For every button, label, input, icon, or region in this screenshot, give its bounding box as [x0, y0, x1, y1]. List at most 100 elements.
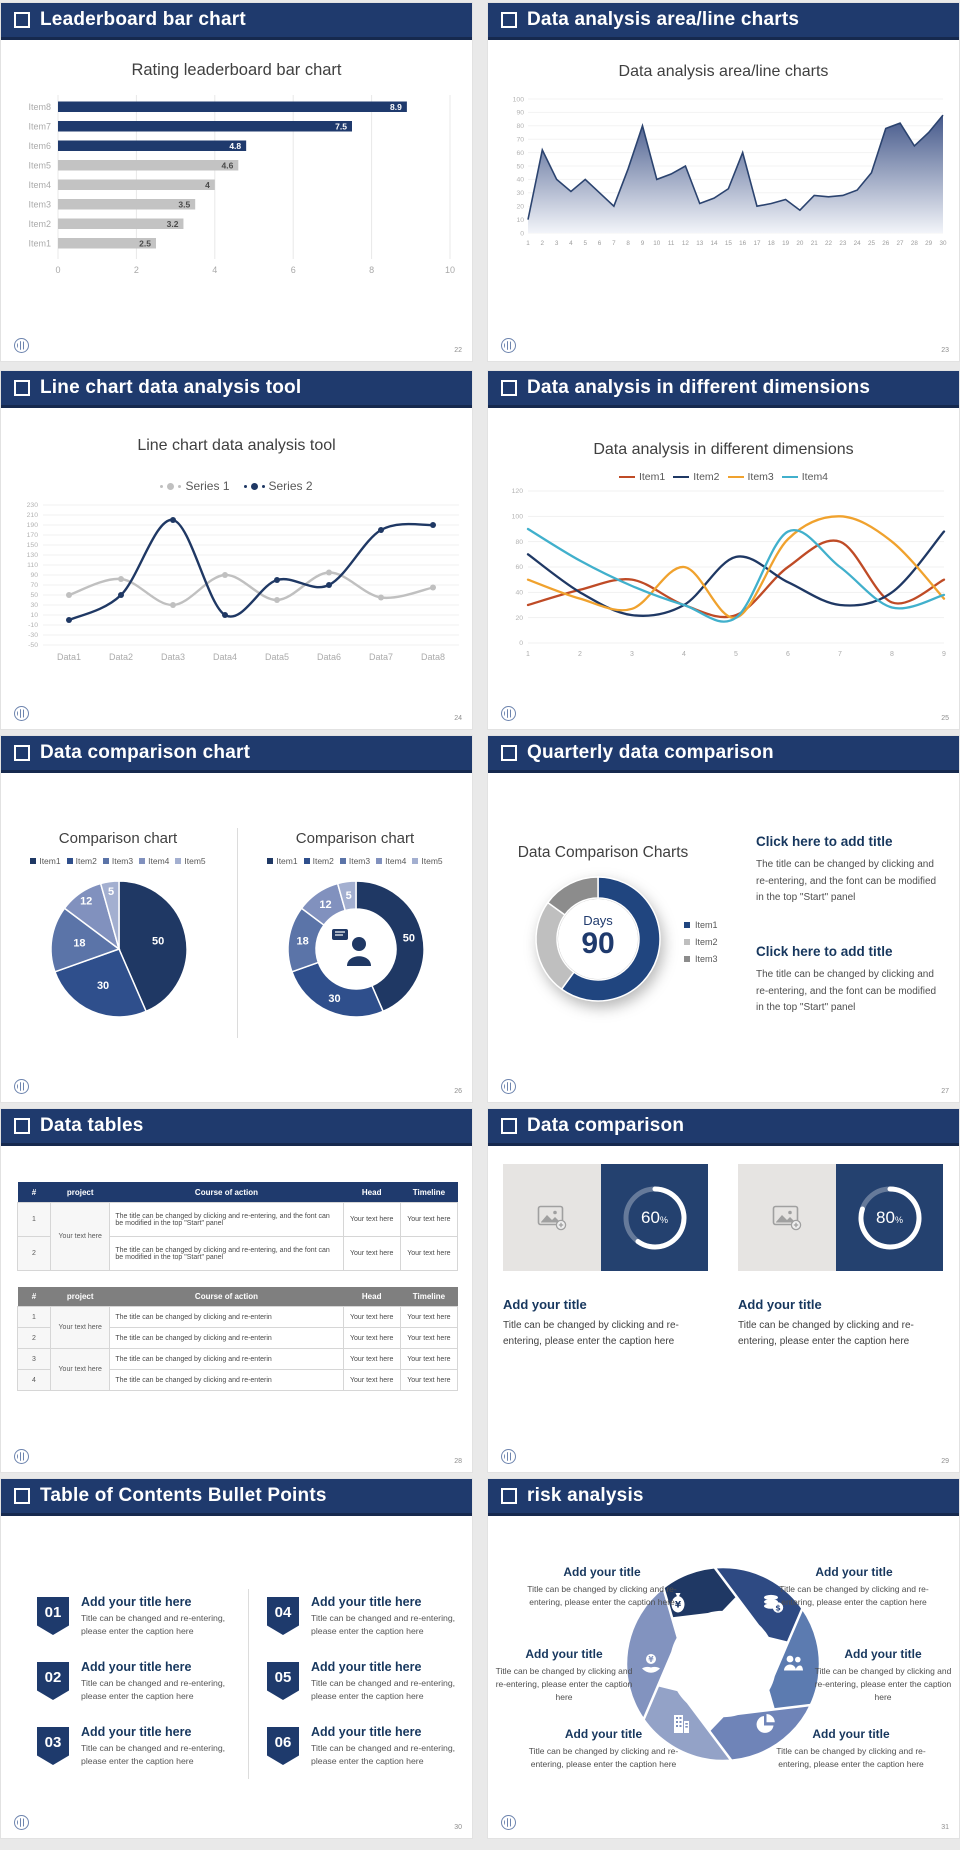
svg-text:5: 5 [346, 890, 352, 902]
svg-text:Data1: Data1 [57, 652, 81, 662]
slide-25[interactable]: Data analysis in different dimensions Da… [487, 370, 960, 730]
svg-text:6: 6 [786, 651, 790, 658]
svg-text:50: 50 [516, 163, 524, 170]
donut-chart [535, 876, 661, 1002]
legend-item: Series 2 [243, 479, 313, 493]
svg-text:Data3: Data3 [161, 652, 185, 662]
slide-27[interactable]: Quarterly data comparison Data Compariso… [487, 735, 960, 1103]
donut-legend: Item1 Item2 Item3 Item4 Item5 [238, 856, 472, 866]
people-icon [781, 1651, 805, 1675]
svg-text:120: 120 [512, 488, 524, 495]
progress-ring [623, 1186, 686, 1249]
page-number: 24 [454, 715, 462, 722]
page-number: 31 [941, 1824, 949, 1831]
svg-text:Item7: Item7 [28, 122, 51, 132]
svg-text:6: 6 [291, 265, 296, 275]
svg-text:10: 10 [445, 265, 455, 275]
svg-text:9: 9 [942, 651, 946, 658]
toc-item[interactable]: Add your title here Title can be changed … [81, 1725, 233, 1768]
slide-22[interactable]: Leaderboard bar chart Rating leaderboard… [0, 2, 473, 362]
logo-icon [501, 338, 516, 353]
svg-text:6: 6 [598, 240, 602, 247]
risk-block-mid-left: Add your title Title can be changed by cl… [490, 1647, 638, 1705]
toc-item-caption: Title can be changed and re-entering, pl… [311, 1743, 456, 1767]
svg-text:16: 16 [739, 240, 747, 247]
slide-30[interactable]: Table of Contents Bullet Points 01 Add yo… [0, 1478, 473, 1839]
chart-title: Data Comparison Charts [517, 844, 689, 861]
svg-text:40: 40 [516, 177, 524, 184]
slide-29[interactable]: Data comparison 60% Add your title Title c… [487, 1108, 960, 1473]
logo-icon [501, 1449, 516, 1464]
svg-text:20: 20 [796, 240, 804, 247]
logo-icon [14, 1815, 29, 1830]
svg-text:19: 19 [782, 240, 790, 247]
slide-26[interactable]: Data comparison chart Comparison chart C… [0, 735, 473, 1103]
svg-text:8: 8 [369, 265, 374, 275]
slide-28[interactable]: Data tables # project Course of action Hea… [0, 1108, 473, 1473]
pinwheel-diagram [624, 1565, 822, 1763]
chart-title: Line chart data analysis tool [137, 437, 336, 454]
legend-item: Item4 [781, 471, 828, 483]
svg-text:12: 12 [319, 899, 331, 911]
toc-item[interactable]: Add your title here Title can be changed … [81, 1660, 233, 1703]
donut-legend: Item1 Item2 Item3 [684, 920, 718, 971]
legend-item: Item1 [618, 471, 665, 483]
legend-item: Item4 [139, 856, 169, 866]
svg-text:18: 18 [73, 938, 85, 950]
svg-text:Item8: Item8 [28, 102, 51, 112]
slide-23[interactable]: Data analysis area/line charts Data anal… [487, 2, 960, 362]
svg-text:20: 20 [516, 204, 524, 211]
toc-item[interactable]: Add your title here Title can be changed … [311, 1595, 463, 1638]
logo-icon [14, 1079, 29, 1094]
slide-24[interactable]: Line chart data analysis tool Line chart… [0, 370, 473, 730]
toc-item[interactable]: Add your title here Title can be changed … [311, 1660, 463, 1703]
page-number: 25 [941, 715, 949, 722]
donut-center-value: 90 [581, 926, 615, 960]
line-chart: 230 210 190 170 150 130 110 90 70 50 30 10 -10 -30 -50… [27, 502, 459, 662]
page-number: 28 [454, 1458, 462, 1465]
square-bullet-icon [501, 1488, 517, 1504]
legend-item: Item1 [30, 856, 61, 866]
toc-item-title: Add your title here [311, 1595, 422, 1609]
risk-block-caption: Title can be changed by clicking and re-… [528, 1746, 679, 1770]
svg-text:2: 2 [578, 651, 582, 658]
page-number: 30 [454, 1824, 462, 1831]
slide-title: Line chart data analysis tool [40, 377, 302, 398]
risk-block-top-left: Add your title Title can be changed by cl… [523, 1565, 681, 1609]
svg-text:10: 10 [516, 217, 524, 224]
toc-item-title: Add your title here [311, 1660, 422, 1674]
percent-box: 80% [836, 1164, 943, 1271]
square-bullet-icon [14, 745, 30, 761]
svg-text:Item4: Item4 [28, 180, 51, 190]
svg-text:170: 170 [27, 532, 39, 539]
svg-text:50: 50 [152, 935, 164, 947]
svg-text:28: 28 [911, 240, 919, 247]
svg-text:12: 12 [80, 896, 92, 908]
square-bullet-icon [501, 380, 517, 396]
toc-item-caption: Title can be changed and re-entering, pl… [311, 1678, 456, 1702]
legend-item: Item3 [102, 856, 133, 866]
slide-header: Leaderboard bar chart [1, 3, 472, 40]
slide-header: Quarterly data comparison [488, 736, 959, 773]
toc-item[interactable]: Add your title here Title can be changed … [311, 1725, 463, 1768]
slide-31[interactable]: risk analysis ¥ $ ¥ Add your title Title ca… [487, 1478, 960, 1839]
slide-title: Data comparison chart [40, 742, 251, 763]
donut-center-label: Days 90 [548, 914, 648, 959]
logo-icon [501, 706, 516, 721]
image-placeholder-icon [537, 1205, 567, 1230]
toc-number-badge: 03 [37, 1727, 69, 1765]
text-block-1: Click here to add title The title can be… [756, 834, 937, 903]
data-table-gray: # project Course of action Head Timeline 1… [17, 1287, 459, 1391]
donut-chart: 50 30 18 12 5 [287, 880, 425, 1018]
risk-block-title: Add your title [563, 1565, 641, 1579]
logo-icon [14, 1449, 29, 1464]
risk-block-title: Add your title [844, 1647, 922, 1661]
toc-item-title: Add your title here [81, 1660, 192, 1674]
toc-number-badge: 06 [267, 1727, 299, 1765]
svg-text:-30: -30 [28, 632, 38, 639]
svg-text:18: 18 [296, 935, 308, 947]
toc-item[interactable]: Add your title here Title can be changed … [81, 1595, 233, 1638]
comparison-card: 60% Add your title Title can be changed by… [503, 1164, 708, 1349]
svg-text:60: 60 [515, 564, 523, 571]
svg-text:4: 4 [205, 180, 210, 190]
